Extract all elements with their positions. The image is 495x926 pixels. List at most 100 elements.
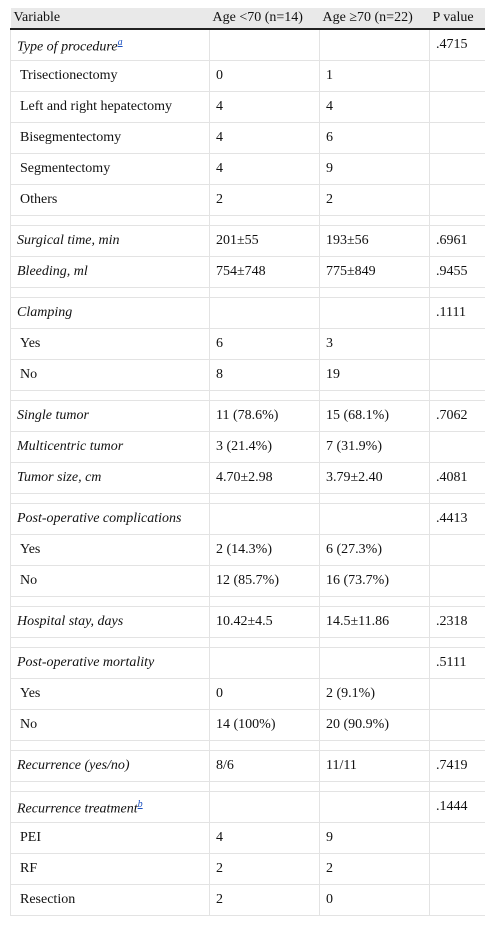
- row-label: No: [10, 359, 210, 391]
- spacer-cell: [10, 493, 210, 504]
- spacer-cell: [209, 740, 320, 751]
- table-row: No 12 (85.7%) 16 (73.7%): [10, 565, 485, 597]
- cell: 0: [319, 884, 430, 916]
- empty-cell: [429, 534, 485, 566]
- table-row: Post-operative mortality .5111: [10, 647, 485, 679]
- cell: .9455: [429, 256, 485, 288]
- spacer-cell: [10, 215, 210, 226]
- header-cell: P value: [429, 8, 485, 30]
- cell: 2 (9.1%): [319, 678, 430, 710]
- row-label: Bleeding, ml: [10, 256, 210, 288]
- cell: 4: [209, 122, 320, 154]
- table-row: Resection 2 0: [10, 884, 485, 916]
- row-label: Multicentric tumor: [10, 431, 210, 463]
- header-cell: Age <70 (n=14): [209, 8, 320, 30]
- table-row: Type of procedurea .4715: [10, 28, 485, 61]
- cell: 19: [319, 359, 430, 391]
- spacer-cell: [10, 287, 210, 298]
- empty-cell: [429, 678, 485, 710]
- spacer-cell: [10, 740, 210, 751]
- spacer-row: [10, 781, 485, 792]
- cell: 11/11: [319, 750, 430, 782]
- spacer-cell: [319, 781, 430, 792]
- empty-cell: [319, 791, 430, 823]
- spacer-cell: [209, 390, 320, 401]
- table-row: Multicentric tumor 3 (21.4%) 7 (31.9%): [10, 431, 485, 463]
- row-label: Segmentectomy: [10, 153, 210, 185]
- empty-cell: [319, 647, 430, 679]
- cell: 2: [209, 853, 320, 885]
- cell: .1444: [429, 791, 485, 823]
- cell: 2: [319, 853, 430, 885]
- spacer-cell: [209, 287, 320, 298]
- cell: 14 (100%): [209, 709, 320, 741]
- row-label: Clamping: [10, 297, 210, 329]
- row-label: RF: [10, 853, 210, 885]
- spacer-cell: [209, 493, 320, 504]
- table-row: Recurrence (yes/no) 8/6 11/11.7419: [10, 750, 485, 782]
- empty-cell: [209, 503, 320, 535]
- table-row: Recurrence treatmentb .1444: [10, 791, 485, 823]
- table-row: PEI 4 9: [10, 822, 485, 854]
- row-label: Others: [10, 184, 210, 216]
- spacer-row: [10, 740, 485, 751]
- spacer-cell: [429, 637, 485, 648]
- empty-cell: [209, 791, 320, 823]
- table-row: Bisegmentectomy 4 6: [10, 122, 485, 154]
- spacer-cell: [10, 781, 210, 792]
- empty-cell: [319, 28, 430, 61]
- empty-cell: [209, 647, 320, 679]
- spacer-cell: [429, 215, 485, 226]
- spacer-cell: [209, 215, 320, 226]
- row-label: Type of procedurea: [10, 28, 210, 61]
- spacer-row: [10, 493, 485, 504]
- spacer-cell: [10, 637, 210, 648]
- cell: .7062: [429, 400, 485, 432]
- table-row: Post-operative complications .4413: [10, 503, 485, 535]
- spacer-cell: [319, 390, 430, 401]
- empty-cell: [429, 91, 485, 123]
- table-body: Type of procedurea .4715 Trisectionectomy 0…: [10, 28, 485, 916]
- table-row: Surgical time, min 201±55 193±56.6961: [10, 225, 485, 257]
- cell: 4: [209, 822, 320, 854]
- empty-cell: [429, 709, 485, 741]
- empty-cell: [429, 431, 485, 463]
- spacer-cell: [429, 596, 485, 607]
- row-label: Tumor size, cm: [10, 462, 210, 494]
- spacer-cell: [319, 493, 430, 504]
- cell: .5111: [429, 647, 485, 679]
- cell: .4715: [429, 28, 485, 61]
- table-container: Variable Age <70 (n=14) Age ≥70 (n=22) P va…: [10, 8, 485, 926]
- spacer-cell: [429, 740, 485, 751]
- spacer-cell: [319, 740, 430, 751]
- spacer-cell: [209, 637, 320, 648]
- table-row: No 14 (100%) 20 (90.9%): [10, 709, 485, 741]
- cell: 4.70±2.98: [209, 462, 320, 494]
- row-label: No: [10, 565, 210, 597]
- cell: 9: [319, 822, 430, 854]
- empty-cell: [429, 822, 485, 854]
- empty-cell: [319, 503, 430, 535]
- data-table: Variable Age <70 (n=14) Age ≥70 (n=22) P va…: [10, 8, 485, 916]
- spacer-cell: [429, 390, 485, 401]
- cell: 10.42±4.5: [209, 606, 320, 638]
- footnote-link[interactable]: a: [117, 36, 123, 48]
- header-row: Variable Age <70 (n=14) Age ≥70 (n=22) P va…: [10, 8, 485, 30]
- empty-cell: [209, 297, 320, 329]
- empty-cell: [429, 884, 485, 916]
- cell: 11 (78.6%): [209, 400, 320, 432]
- row-label: Recurrence (yes/no): [10, 750, 210, 782]
- header-cell: Variable: [10, 8, 210, 30]
- cell: 201±55: [209, 225, 320, 257]
- cell: 16 (73.7%): [319, 565, 430, 597]
- spacer-cell: [319, 215, 430, 226]
- row-label: Bisegmentectomy: [10, 122, 210, 154]
- cell: 6: [209, 328, 320, 360]
- table-row: Yes 6 3: [10, 328, 485, 360]
- empty-cell: [429, 60, 485, 92]
- footnote-link[interactable]: b: [137, 798, 143, 810]
- row-label: Post-operative complications: [10, 503, 210, 535]
- cell: .2318: [429, 606, 485, 638]
- footnote-marker: b: [138, 797, 143, 810]
